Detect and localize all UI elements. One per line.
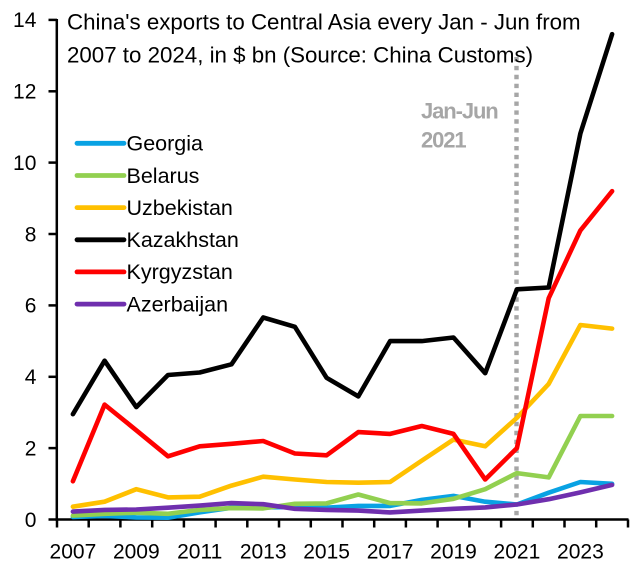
svg-text:Kazakhstan: Kazakhstan bbox=[127, 228, 239, 252]
svg-text:0: 0 bbox=[25, 509, 37, 532]
svg-text:4: 4 bbox=[25, 366, 37, 389]
svg-text:Jan-Jun: Jan-Jun bbox=[421, 99, 498, 124]
svg-text:China's exports to Central Asi: China's exports to Central Asia every Ja… bbox=[67, 10, 581, 35]
svg-text:2015: 2015 bbox=[303, 541, 350, 564]
svg-text:Azerbaijan: Azerbaijan bbox=[127, 292, 229, 316]
svg-text:8: 8 bbox=[25, 223, 37, 246]
svg-text:6: 6 bbox=[25, 295, 37, 318]
svg-text:2013: 2013 bbox=[240, 541, 287, 564]
svg-text:14: 14 bbox=[13, 9, 37, 32]
svg-text:Kyrgyzstan: Kyrgyzstan bbox=[127, 260, 233, 284]
svg-text:Uzbekistan: Uzbekistan bbox=[127, 196, 233, 220]
svg-text:2007 to 2024, in $ bn (Source:: 2007 to 2024, in $ bn (Source: China Cus… bbox=[67, 43, 533, 68]
svg-text:2011: 2011 bbox=[177, 541, 222, 564]
svg-text:2007: 2007 bbox=[50, 541, 97, 564]
svg-text:Georgia: Georgia bbox=[127, 132, 204, 156]
svg-text:2019: 2019 bbox=[430, 541, 477, 564]
svg-text:2021: 2021 bbox=[421, 128, 466, 153]
svg-text:2021: 2021 bbox=[494, 541, 541, 564]
svg-text:2: 2 bbox=[25, 437, 37, 460]
svg-text:Belarus: Belarus bbox=[127, 164, 200, 188]
svg-text:2017: 2017 bbox=[367, 541, 414, 564]
svg-text:12: 12 bbox=[13, 81, 36, 104]
svg-text:2009: 2009 bbox=[113, 541, 160, 564]
svg-text:10: 10 bbox=[13, 152, 36, 175]
svg-text:2023: 2023 bbox=[557, 541, 604, 564]
